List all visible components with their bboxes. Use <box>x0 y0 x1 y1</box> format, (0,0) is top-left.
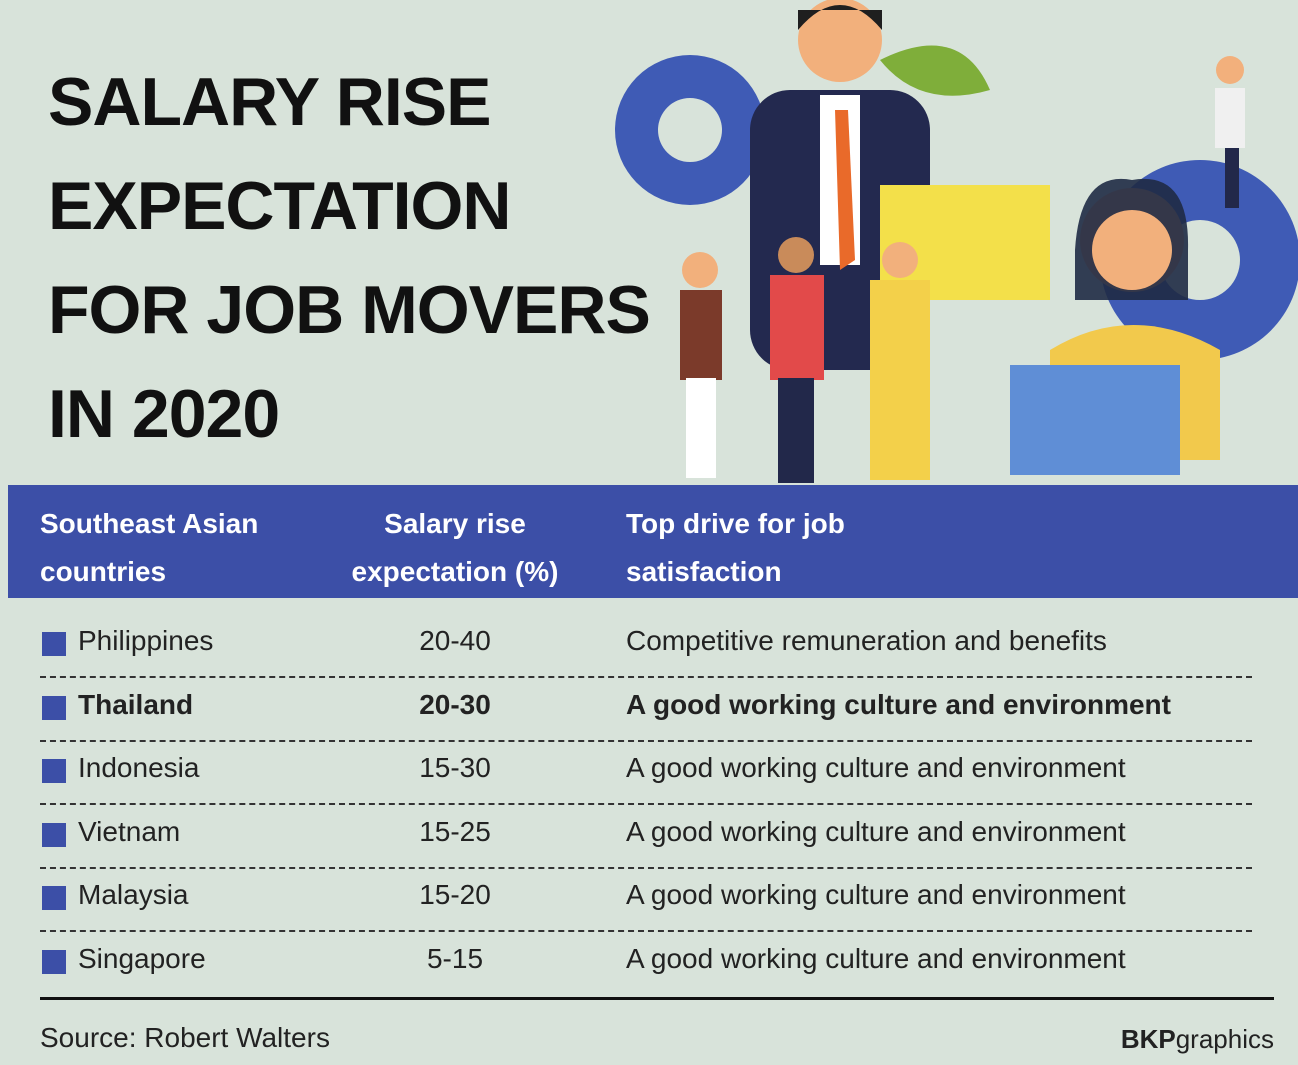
job-drive: A good working culture and environment <box>626 816 1126 848</box>
table-row: Indonesia 15-30 A good working culture and… <box>40 740 1252 805</box>
job-drive: A good working culture and environment <box>626 943 1126 975</box>
country: Singapore <box>78 943 206 975</box>
credit: BKPgraphics <box>1121 1024 1274 1055</box>
job-drive: A good working culture and environment <box>626 879 1126 911</box>
table-row: Singapore 5-15 A good working culture and … <box>40 931 1252 994</box>
job-drive: A good working culture and environment <box>626 689 1171 721</box>
country: Malaysia <box>78 879 188 911</box>
table-row: Thailand 20-30 A good working culture and … <box>40 677 1252 742</box>
credit-bold: BKP <box>1121 1024 1176 1054</box>
salary-range: 15-20 <box>330 879 580 911</box>
country: Vietnam <box>78 816 180 848</box>
country: Thailand <box>78 689 193 721</box>
job-drive: A good working culture and environment <box>626 752 1126 784</box>
table-row: Vietnam 15-25 A good working culture and e… <box>40 804 1252 869</box>
bullet <box>42 759 66 783</box>
column-header: Southeast Asian countries <box>40 500 290 596</box>
table-body: Philippines 20-40 Competitive remuneration… <box>0 613 1298 993</box>
bullet <box>42 696 66 720</box>
infographic: SALARY RISE EXPECTATION FOR JOB MOVERS IN 2… <box>0 0 1298 1065</box>
title-line: IN 2020 <box>48 380 279 448</box>
table-row: Philippines 20-40 Competitive remuneration… <box>40 613 1252 678</box>
table-row: Malaysia 15-20 A good working culture and … <box>40 867 1252 932</box>
column-header: Salary rise expectation (%) <box>330 500 580 596</box>
salary-range: 20-40 <box>330 625 580 657</box>
country: Philippines <box>78 625 213 657</box>
source: Source: Robert Walters <box>40 1022 330 1054</box>
salary-range: 15-30 <box>330 752 580 784</box>
title-line: FOR JOB MOVERS <box>48 276 650 344</box>
column-header: Top drive for job satisfaction <box>626 500 876 596</box>
bullet <box>42 823 66 847</box>
bullet <box>42 950 66 974</box>
salary-range: 15-25 <box>330 816 580 848</box>
bullet <box>42 886 66 910</box>
bullet <box>42 632 66 656</box>
rule <box>40 997 1274 1000</box>
credit-light: graphics <box>1176 1024 1274 1054</box>
salary-range: 5-15 <box>330 943 580 975</box>
country: Indonesia <box>78 752 199 784</box>
title-line: SALARY RISE <box>48 68 490 136</box>
job-drive: Competitive remuneration and benefits <box>626 625 1107 657</box>
title-line: EXPECTATION <box>48 172 511 240</box>
illustration <box>520 0 1298 485</box>
salary-range: 20-30 <box>330 689 580 721</box>
